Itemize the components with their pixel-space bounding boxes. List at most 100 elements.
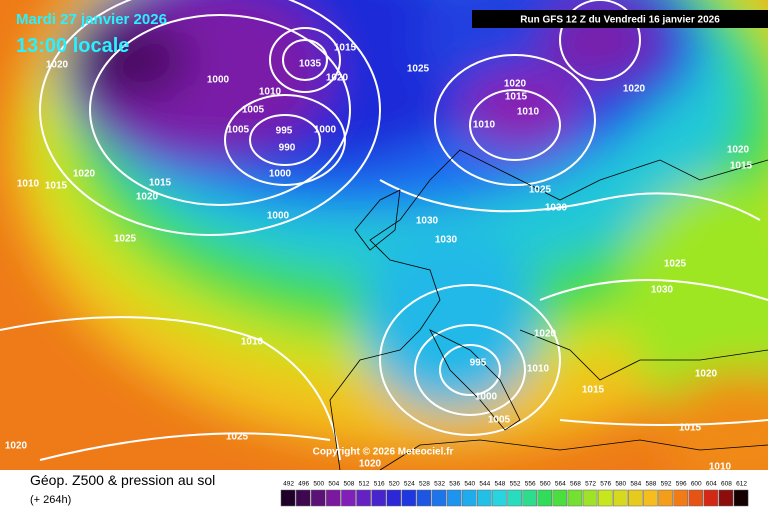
isobar-label: 1015 — [679, 423, 702, 434]
colorbar-label: 548 — [495, 481, 506, 488]
isobar-label: 995 — [276, 126, 293, 137]
colorbar-swatch — [537, 489, 553, 507]
colorbar-label: 516 — [374, 481, 385, 488]
isobar-label: 1015 — [730, 161, 753, 172]
colorbar-swatch — [341, 489, 356, 507]
isobar-label: 1010 — [517, 107, 540, 118]
colorbar-label: 528 — [419, 481, 430, 488]
colorbar-label: 604 — [706, 481, 717, 488]
colorbar-swatch — [326, 489, 341, 507]
isobar-label: 1020 — [73, 169, 96, 180]
colorbar-label: 492 — [283, 481, 294, 488]
colorbar-label: 544 — [479, 481, 490, 488]
isobar-label: 1020 — [727, 145, 750, 156]
isobar-label: 1010 — [17, 179, 40, 190]
isobar-label: 1020 — [504, 79, 527, 90]
isobar-label: 1025 — [226, 432, 249, 443]
forecast-date: Mardi 27 janvier 2026 — [16, 11, 167, 28]
isobar-label: 1015 — [334, 43, 357, 54]
colorbar-swatch — [643, 489, 658, 507]
isobar-label: 1035 — [299, 59, 322, 70]
colorbar-label: 584 — [630, 481, 641, 488]
isobar-label: 1020 — [623, 84, 646, 95]
isobar-label: 1015 — [505, 92, 528, 103]
colorbar-label: 576 — [600, 481, 611, 488]
colorbar-swatch — [718, 489, 734, 507]
copyright: Copyright © 2026 Meteociel.fr — [313, 447, 454, 458]
isobar-label: 1020 — [326, 73, 349, 84]
isobar-label: 1020 — [5, 441, 28, 452]
colorbar-swatch — [733, 489, 749, 507]
isobar-label: 1000 — [314, 125, 337, 136]
isobar-label: 1020 — [534, 329, 557, 340]
isobar-label: 1025 — [529, 185, 552, 196]
colorbar-swatch — [477, 489, 492, 507]
colorbar-label: 568 — [570, 481, 581, 488]
colorbar-swatch — [356, 489, 371, 507]
colorbar-swatch — [371, 489, 386, 507]
field: 1020 1000 1005 1005 995 990 1000 1000 1000 1010 10… — [0, 0, 768, 473]
isobar-label: 1010 — [473, 120, 496, 131]
colorbar-label: 508 — [344, 481, 355, 488]
colorbar-label: 504 — [328, 481, 339, 488]
colorbar-swatch — [628, 489, 643, 507]
colorbar-label: 556 — [525, 481, 536, 488]
isobar-label: 1030 — [651, 285, 674, 296]
colorbar-label: 572 — [585, 481, 596, 488]
isobar-label: 990 — [279, 143, 296, 154]
colorbar-label: 496 — [298, 481, 309, 488]
isobars — [0, 0, 768, 461]
isobar-label: 1010 — [709, 462, 732, 473]
coastlines — [329, 149, 768, 470]
isobar-label: 1015 — [149, 178, 172, 189]
isobar-label: 1025 — [114, 234, 137, 245]
isobar-label: 995 — [470, 358, 487, 369]
isobar-label: 1030 — [545, 203, 568, 214]
isobar-label: 1020 — [359, 459, 382, 470]
colorbar-swatch — [582, 489, 598, 507]
isobar-label: 1000 — [267, 211, 290, 222]
colorbar-label: 564 — [555, 481, 566, 488]
colorbar-label: 600 — [691, 481, 702, 488]
isobar-label: 1030 — [416, 216, 439, 227]
footer-title: Géop. Z500 & pression au sol — [30, 472, 215, 488]
isobar-label: 1005 — [227, 125, 250, 136]
isobar-label: 1005 — [488, 415, 511, 426]
colorbar-swatch — [552, 489, 568, 507]
colorbar-label: 612 — [736, 481, 747, 488]
colorbar-swatch — [280, 489, 296, 507]
colorbar-swatch — [673, 489, 688, 507]
colorbar-swatch — [688, 489, 704, 507]
colorbar-swatch — [431, 489, 447, 507]
colorbar-swatch — [461, 489, 477, 507]
isobar-label: 1020 — [136, 192, 159, 203]
colorbar-label: 500 — [313, 481, 324, 488]
colorbar-swatch — [522, 489, 537, 507]
colorbar-swatch — [492, 489, 507, 507]
isobar-label: 1010 — [527, 364, 550, 375]
footer-lead: (+ 264h) — [30, 494, 71, 506]
colorbar-swatch — [401, 489, 417, 507]
isobar-label: 1025 — [407, 64, 430, 75]
colorbar-label: 512 — [359, 481, 370, 488]
colorbar-swatch — [567, 489, 583, 507]
run-info: Run GFS 12 Z du Vendredi 16 janvier 2026 — [520, 15, 720, 26]
colorbar-label: 532 — [434, 481, 445, 488]
forecast-time: 13:00 locale — [16, 35, 129, 57]
isobar-label: 1015 — [45, 181, 68, 192]
colorbar: 492 496 500 504 508 512 516 520 524 528 532 536 540 5… — [280, 481, 749, 507]
colorbar-swatch — [416, 489, 432, 507]
colorbar-label: 524 — [404, 481, 415, 488]
colorbar-swatch — [703, 489, 719, 507]
colorbar-swatch — [386, 489, 402, 507]
colorbar-label: 592 — [661, 481, 672, 488]
isobar-label: 1030 — [435, 235, 458, 246]
isobar-label: 1015 — [582, 385, 605, 396]
colorbar-swatch — [310, 489, 326, 507]
isobar-label: 1000 — [269, 169, 292, 180]
isobar-label: 1020 — [46, 60, 69, 71]
colorbar-label: 580 — [615, 481, 626, 488]
colorbar-label: 540 — [464, 481, 475, 488]
